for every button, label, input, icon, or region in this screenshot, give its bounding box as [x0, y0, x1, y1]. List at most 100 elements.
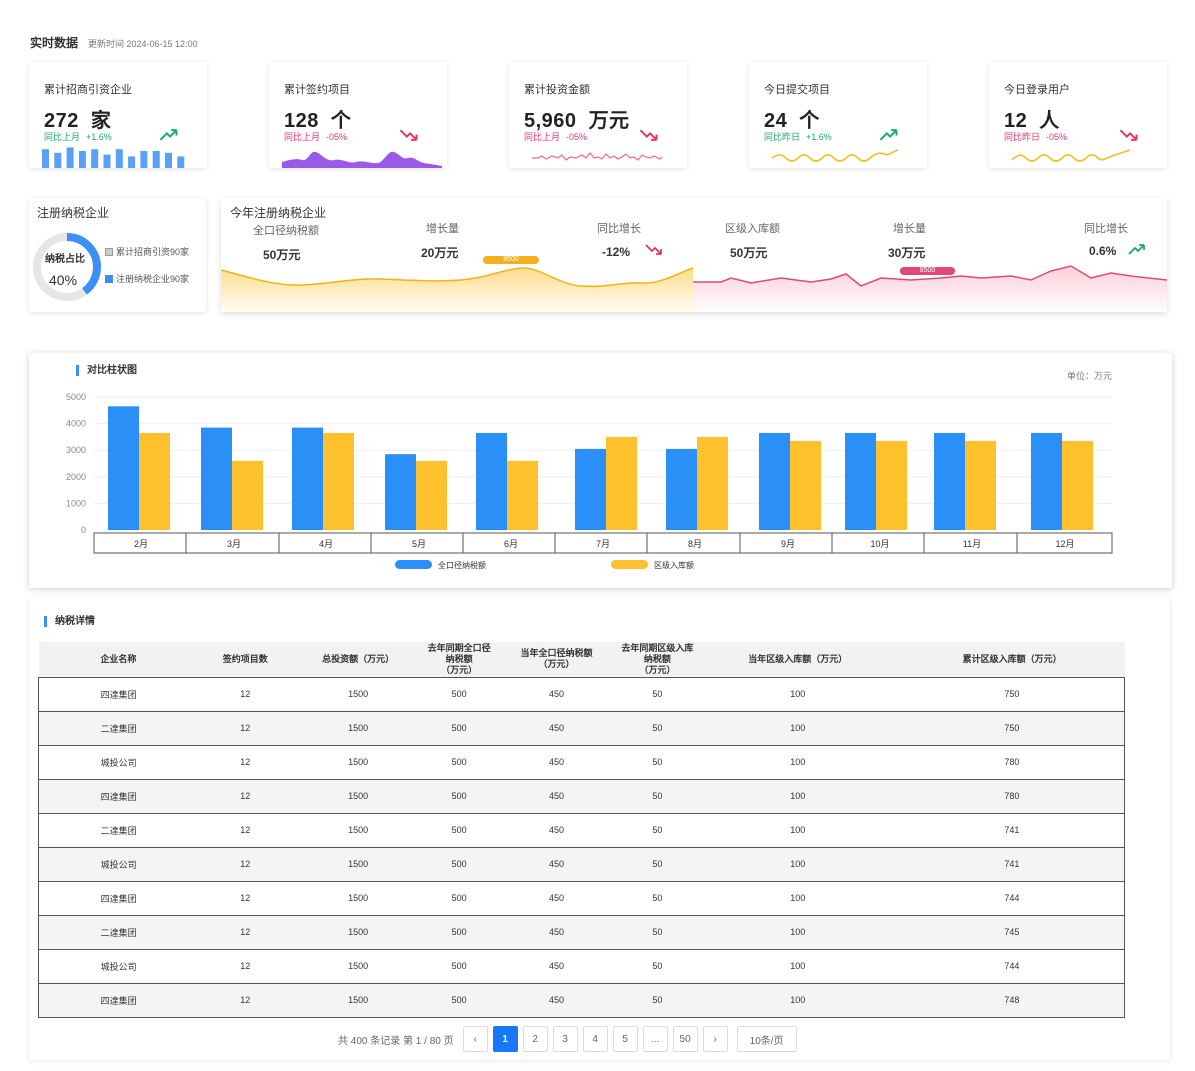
- table-cell: 450: [494, 846, 619, 881]
- table-cell: 745: [899, 914, 1125, 949]
- kpi-number: 272: [44, 110, 79, 132]
- spark-line: [1011, 149, 1131, 162]
- spark-line: [771, 149, 899, 162]
- page-button[interactable]: 50: [672, 1026, 698, 1052]
- bar-chart: 0 1000 2000 3000 4000 5000 2月 3月 4月 5月 6月 7月 8月 9月 10月…: [66, 392, 1113, 570]
- district-area: [693, 266, 1167, 312]
- bar-district: [416, 460, 447, 530]
- column-header: 去年同期全口径纳税额 （万元）: [424, 642, 495, 677]
- legend-tax: 注册纳税企业90家: [105, 272, 189, 285]
- bar-total-tax: [201, 427, 232, 530]
- x-tick-label: 8月: [688, 539, 702, 549]
- kpi-delta: -05%: [1046, 132, 1068, 142]
- table-cell: 100: [695, 778, 900, 813]
- page-button[interactable]: 2: [522, 1026, 548, 1052]
- legend-swatch: [395, 560, 432, 569]
- x-tick-label: 7月: [596, 539, 610, 549]
- x-axis-box: [93, 532, 1113, 554]
- bar-total-tax: [759, 432, 790, 530]
- x-tick-label: 5月: [412, 539, 426, 549]
- table-cell: 100: [695, 948, 900, 983]
- page-button[interactable]: 1: [492, 1026, 518, 1052]
- kpi-sparkline: [1011, 149, 1131, 162]
- table-cell: 450: [494, 880, 619, 915]
- tax-total-line: [221, 267, 694, 288]
- table-header-row: 企业名称 签约项目数 总投资额（万元） 去年同期全口径纳税额 （万元） 当年全口径纳税额（…: [38, 642, 1125, 677]
- bar-total-tax: [385, 454, 416, 530]
- x-tick-label: 3月: [227, 539, 241, 549]
- kpi-label: 累计招商引资企业: [44, 84, 132, 96]
- total-yoy-value: -12%: [602, 245, 631, 259]
- kpi-unit: 个: [799, 110, 820, 132]
- district-growth-value: 30万元: [888, 246, 926, 260]
- bar-district: [139, 432, 170, 530]
- tax-detail-panel: 纳税详情 企业名称 签约项目数 总投资额（万元） 去年同期全口径纳税额 （万元） 当年全口…: [29, 596, 1170, 1060]
- district-yoy-label: 同比增长: [1084, 223, 1128, 235]
- column-header: 企业名称: [38, 642, 199, 677]
- spark-bar: [91, 149, 99, 168]
- legend-label: 全口径纳税额: [438, 560, 486, 570]
- kpi-compare-label: 同比上月: [44, 132, 81, 142]
- table-cell: 500: [424, 982, 495, 1018]
- legend-label: 累计招商引资90家: [116, 247, 190, 257]
- table-row: 四達集团 12 1500 500 450 50 100 780: [38, 778, 1125, 813]
- year-area-chart: [221, 265, 1167, 312]
- tax-total-bubble: 8500: [483, 256, 539, 264]
- bar-district: [697, 436, 728, 530]
- table-cell: 二達集团: [38, 914, 199, 949]
- kpi-compare-label: 同比昨日: [764, 132, 801, 142]
- table-cell: 100: [695, 744, 900, 779]
- table-cell: 744: [899, 948, 1125, 983]
- kpi-sparkline: [532, 152, 663, 161]
- table-cell: 100: [695, 880, 900, 915]
- tax-detail-table: 企业名称 签约项目数 总投资额（万元） 去年同期全口径纳税额 （万元） 当年全口径纳税额（…: [38, 642, 1125, 1018]
- table-cell: 1500: [292, 948, 425, 983]
- tax-company-card: 注册纳税企业 纳税占比 40% 累计招商引资90家 注册纳税企业90家: [29, 198, 206, 312]
- table-cell: 500: [424, 880, 495, 915]
- page-size-select[interactable]: 10条/页: [736, 1026, 797, 1052]
- table-cell: 450: [494, 744, 619, 779]
- table-cell: 二達集团: [38, 710, 199, 745]
- bar-district: [323, 432, 354, 530]
- bar-district: [790, 440, 821, 530]
- kpi-unit: 万元: [588, 110, 630, 132]
- spark-bar: [42, 149, 49, 168]
- donut-value: 40%: [49, 272, 78, 288]
- kpi-compare: 同比上月 +1.6%: [44, 130, 112, 143]
- table-cell: 1500: [292, 812, 425, 847]
- prev-page-button[interactable]: ‹: [462, 1026, 488, 1052]
- table-row: 城投公司 12 1500 500 450 50 100 744: [38, 948, 1125, 983]
- table-cell: 750: [899, 710, 1125, 745]
- table-cell: 50: [618, 778, 696, 813]
- kpi-compare: 同比昨日 -05%: [1004, 130, 1067, 143]
- next-page-button[interactable]: ›: [702, 1026, 728, 1052]
- y-tick-label: 2000: [66, 472, 86, 482]
- table-cell: 50: [618, 744, 696, 779]
- legend-swatch: [105, 274, 113, 283]
- kpi-card: 累计投资金额 5,960 万元 同比上月 -05%: [509, 62, 687, 168]
- page-button[interactable]: 4: [582, 1026, 608, 1052]
- bar-chart-panel: 对比柱状图 单位：万元 0 1000 2000 3000 4000 5000 2月 3月 4月 5…: [29, 353, 1172, 588]
- table-cell: 750: [899, 676, 1125, 711]
- column-header: 总投资额（万元）: [292, 642, 425, 677]
- page-button[interactable]: 5: [612, 1026, 638, 1052]
- page-button[interactable]: ...: [642, 1026, 668, 1052]
- spark-bar: [177, 156, 185, 168]
- bar-total-tax: [666, 448, 697, 530]
- trend-up-icon: [159, 129, 178, 141]
- table-cell: 50: [618, 948, 696, 983]
- table-cell: 1500: [292, 778, 425, 813]
- table-cell: 12: [198, 778, 293, 813]
- table-cell: 100: [695, 846, 900, 881]
- total-growth-value: 20万元: [421, 246, 459, 260]
- bar-district: [232, 460, 263, 530]
- district-growth-label: 增长量: [893, 223, 926, 235]
- table-cell: 12: [198, 846, 293, 881]
- page-button[interactable]: 3: [552, 1026, 578, 1052]
- trend-up-icon: [879, 129, 898, 141]
- table-row: 四達集团 12 1500 500 450 50 100 750: [38, 676, 1125, 711]
- table-cell: 50: [618, 710, 696, 745]
- table-row: 二達集团 12 1500 500 450 50 100 741: [38, 812, 1125, 847]
- bar-total-tax: [292, 427, 323, 530]
- table-cell: 748: [899, 982, 1125, 1018]
